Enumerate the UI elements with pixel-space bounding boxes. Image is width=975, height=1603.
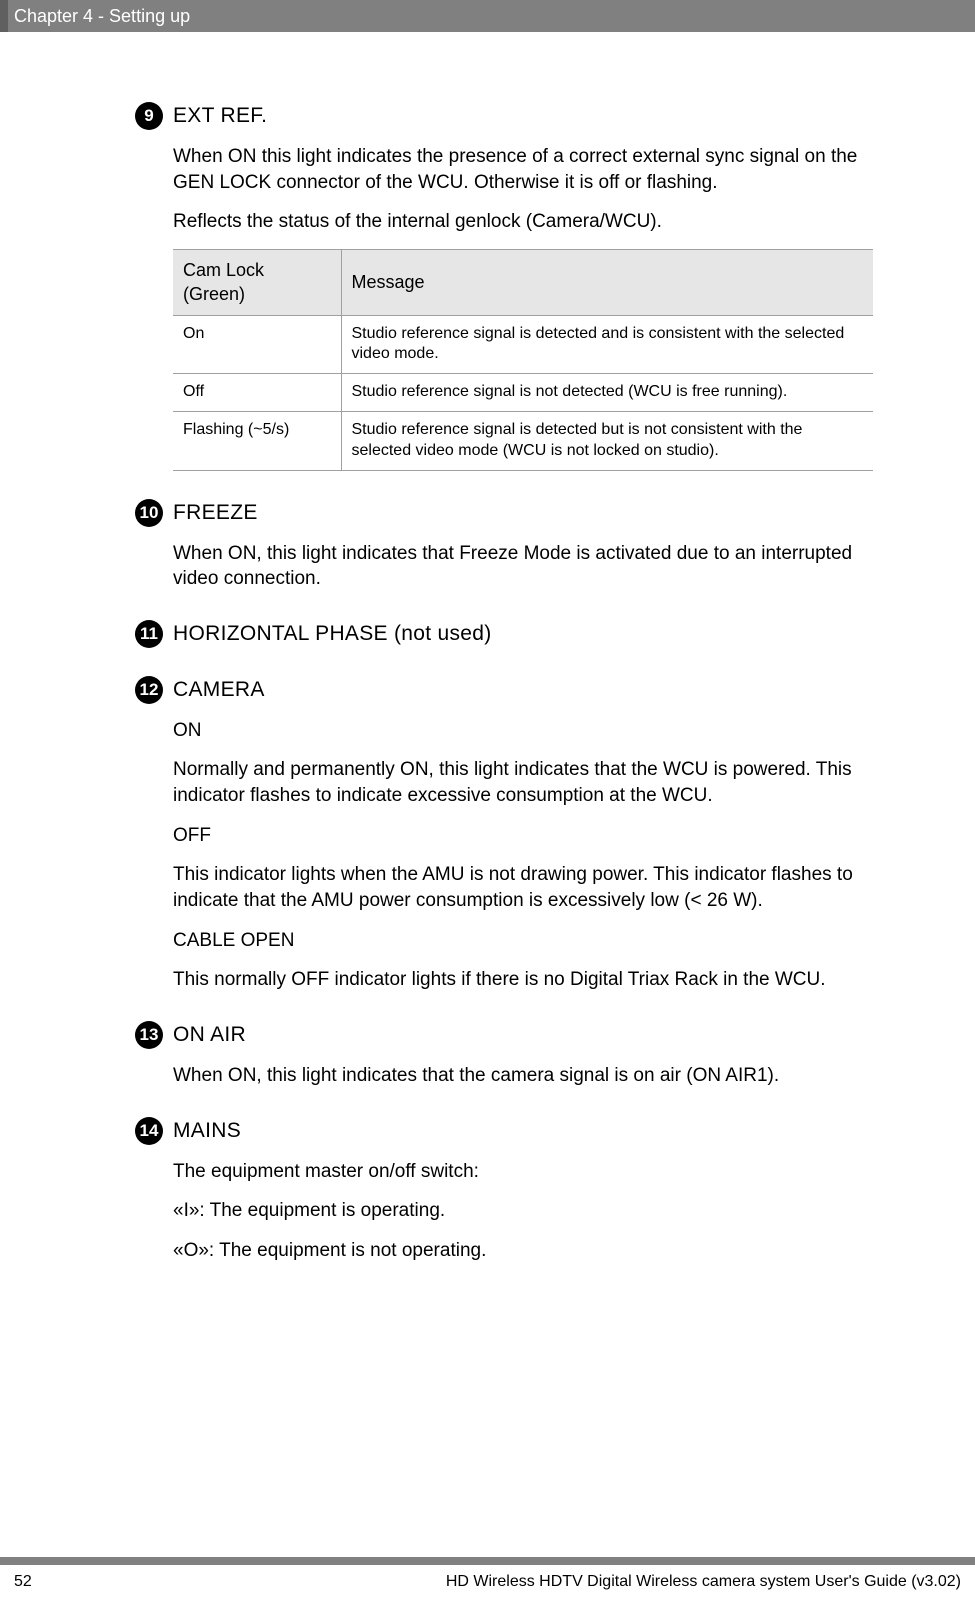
bullet-13: 13: [135, 1021, 163, 1049]
page-number: 52: [14, 1573, 32, 1591]
paragraph: This indicator lights when the AMU is no…: [173, 862, 873, 913]
section-header: 9 EXT REF.: [135, 102, 873, 130]
section-body: When ON, this light indicates that the c…: [173, 1063, 873, 1089]
bullet-10: 10: [135, 499, 163, 527]
paragraph: Normally and permanently ON, this light …: [173, 757, 873, 808]
section-camera: 12 CAMERA ON Normally and permanently ON…: [135, 676, 873, 993]
footer-bar: [0, 1557, 975, 1565]
section-mains: 14 MAINS The equipment master on/off swi…: [135, 1117, 873, 1264]
table-row: Flashing (~5/s) Studio reference signal …: [173, 411, 873, 470]
section-title: EXT REF.: [173, 104, 267, 128]
chapter-header: Chapter 4 - Setting up: [0, 0, 975, 32]
paragraph: When ON, this light indicates that Freez…: [173, 541, 873, 592]
bullet-12: 12: [135, 676, 163, 704]
section-on-air: 13 ON AIR When ON, this light indicates …: [135, 1021, 873, 1089]
bullet-11: 11: [135, 620, 163, 648]
section-header: 10 FREEZE: [135, 499, 873, 527]
section-header: 11 HORIZONTAL PHASE (not used): [135, 620, 873, 648]
section-ext-ref: 9 EXT REF. When ON this light indicates …: [135, 102, 873, 471]
chapter-title: Chapter 4 - Setting up: [14, 6, 190, 27]
table-cell: Off: [173, 374, 341, 412]
section-body: ON Normally and permanently ON, this lig…: [173, 718, 873, 993]
paragraph: When ON, this light indicates that the c…: [173, 1063, 873, 1089]
paragraph: Reflects the status of the internal genl…: [173, 209, 873, 235]
table-cell: On: [173, 315, 341, 374]
table-cell: Studio reference signal is detected and …: [341, 315, 873, 374]
section-title: ON AIR: [173, 1023, 246, 1047]
paragraph: OFF: [173, 823, 873, 849]
document-title: HD Wireless HDTV Digital Wireless camera…: [446, 1573, 961, 1591]
header-accent: [0, 0, 8, 32]
page-content: 9 EXT REF. When ON this light indicates …: [0, 32, 975, 1263]
section-body: The equipment master on/off switch: «I»:…: [173, 1159, 873, 1264]
section-title: HORIZONTAL PHASE (not used): [173, 622, 492, 646]
section-header: 14 MAINS: [135, 1117, 873, 1145]
section-body: When ON this light indicates the presenc…: [173, 144, 873, 471]
section-header: 13 ON AIR: [135, 1021, 873, 1049]
cam-lock-table: Cam Lock (Green) Message On Studio refer…: [173, 249, 873, 471]
table-header: Message: [341, 249, 873, 315]
section-title: FREEZE: [173, 501, 258, 525]
table-cell: Studio reference signal is detected but …: [341, 411, 873, 470]
table-row: Off Studio reference signal is not detec…: [173, 374, 873, 412]
section-header: 12 CAMERA: [135, 676, 873, 704]
footer-text: 52 HD Wireless HDTV Digital Wireless cam…: [0, 1565, 975, 1603]
paragraph: ON: [173, 718, 873, 744]
paragraph: «I»: The equipment is operating.: [173, 1198, 873, 1224]
section-horizontal-phase: 11 HORIZONTAL PHASE (not used): [135, 620, 873, 648]
bullet-14: 14: [135, 1117, 163, 1145]
section-body: When ON, this light indicates that Freez…: [173, 541, 873, 592]
table-cell: Studio reference signal is not detected …: [341, 374, 873, 412]
table-header: Cam Lock (Green): [173, 249, 341, 315]
section-title: MAINS: [173, 1119, 241, 1143]
section-title: CAMERA: [173, 678, 265, 702]
paragraph: This normally OFF indicator lights if th…: [173, 967, 873, 993]
paragraph: When ON this light indicates the presenc…: [173, 144, 873, 195]
paragraph: CABLE OPEN: [173, 928, 873, 954]
bullet-9: 9: [135, 102, 163, 130]
table-cell: Flashing (~5/s): [173, 411, 341, 470]
table-header-row: Cam Lock (Green) Message: [173, 249, 873, 315]
paragraph: «O»: The equipment is not operating.: [173, 1238, 873, 1264]
page-footer: 52 HD Wireless HDTV Digital Wireless cam…: [0, 1557, 975, 1603]
paragraph: The equipment master on/off switch:: [173, 1159, 873, 1185]
section-freeze: 10 FREEZE When ON, this light indicates …: [135, 499, 873, 592]
table-row: On Studio reference signal is detected a…: [173, 315, 873, 374]
